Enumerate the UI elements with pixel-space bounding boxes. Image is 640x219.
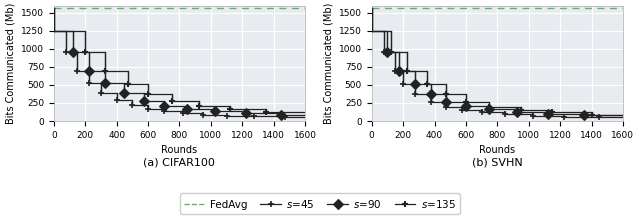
Text: (a) CIFAR100: (a) CIFAR100 bbox=[143, 158, 216, 168]
Y-axis label: Bits Communicated (Mb): Bits Communicated (Mb) bbox=[323, 3, 333, 124]
Y-axis label: Bits Communicated (Mb): Bits Communicated (Mb) bbox=[6, 3, 15, 124]
X-axis label: Rounds: Rounds bbox=[161, 145, 198, 155]
X-axis label: Rounds: Rounds bbox=[479, 145, 515, 155]
Legend: FedAvg, $s$=45, $s$=90, $s$=135: FedAvg, $s$=45, $s$=90, $s$=135 bbox=[180, 193, 460, 214]
Text: (b) SVHN: (b) SVHN bbox=[472, 158, 523, 168]
